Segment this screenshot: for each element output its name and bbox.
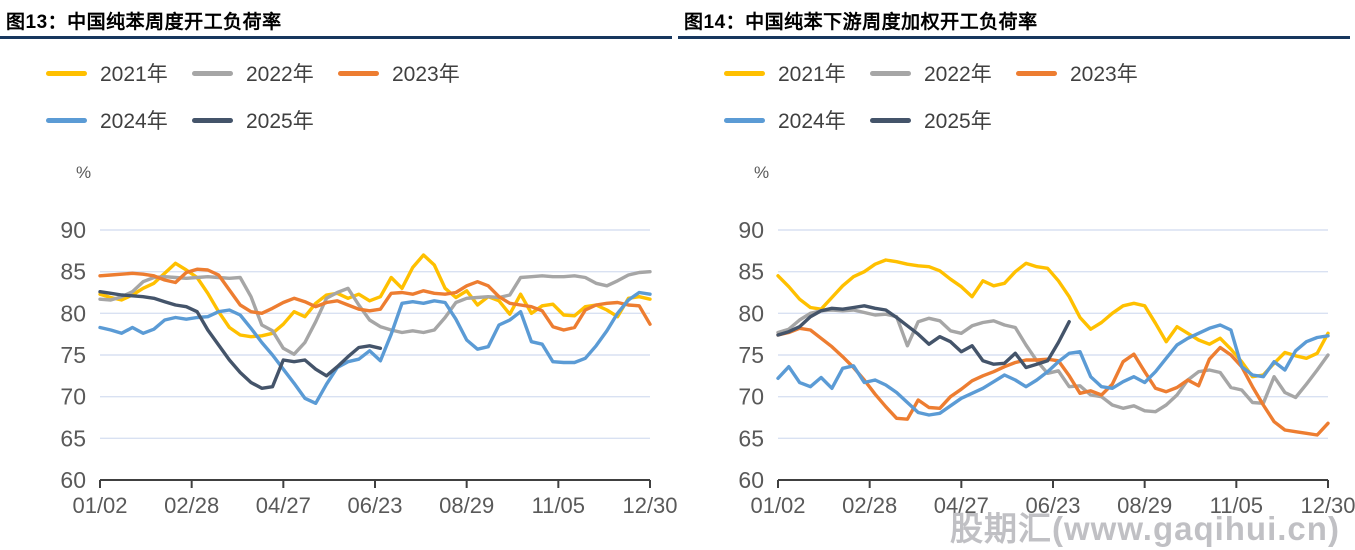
- y-tick-label-70: 70: [738, 384, 764, 410]
- legend-item-2023: 2023年: [338, 58, 484, 88]
- legend-item-2021: 2021年: [46, 58, 192, 88]
- series-line-2022: [776, 308, 1330, 414]
- y-tick-label-85: 85: [60, 259, 86, 285]
- legend-item-2022: 2022年: [192, 58, 338, 88]
- series-line-2021: [98, 253, 652, 339]
- x-tick-label-06/23: 06/23: [347, 493, 402, 518]
- legend-swatch: [46, 70, 87, 76]
- legend-label: 2022年: [924, 63, 992, 86]
- y-axis-unit-right: %: [754, 163, 770, 182]
- legend-label: 2021年: [778, 63, 846, 86]
- y-tick-label-80: 80: [738, 300, 764, 326]
- series-line-2025: [776, 304, 1071, 370]
- y-tick-label-80: 80: [60, 300, 86, 326]
- y-tick-label-65: 65: [738, 425, 764, 451]
- legend-label: 2025年: [246, 110, 314, 133]
- legend-swatch: [192, 70, 233, 76]
- legend-item-2022: 2022年: [870, 58, 1016, 88]
- x-tick-label-02/28: 02/28: [842, 493, 897, 518]
- x-tick-label-11/05: 11/05: [1210, 493, 1263, 518]
- legend-label: 2023年: [1070, 63, 1138, 86]
- legend-label: 2024年: [100, 110, 168, 133]
- legend-right: 2021年 2022年 2023年 2024年 2025年: [724, 58, 1204, 135]
- x-tick-label-11/05: 11/05: [532, 493, 585, 518]
- x-tick-label-06/23: 06/23: [1025, 493, 1080, 518]
- legend-swatch: [192, 117, 233, 123]
- x-tick-label-02/28: 02/28: [164, 493, 219, 518]
- x-tick-label-08/29: 08/29: [1117, 493, 1172, 518]
- series-line-2025: [98, 289, 383, 391]
- series-line-2023: [98, 267, 652, 332]
- y-axis-unit-left: %: [76, 163, 92, 182]
- y-tick-label-65: 65: [60, 425, 86, 451]
- legend-label: 2023年: [392, 63, 460, 86]
- legend-label: 2024年: [778, 110, 846, 133]
- legend-item-2025: 2025年: [192, 105, 338, 135]
- x-tick-label-04/27: 04/27: [256, 493, 311, 518]
- series-line-2022: [98, 269, 652, 356]
- x-tick-label-04/27: 04/27: [934, 493, 989, 518]
- y-tick-label-90: 90: [60, 217, 86, 243]
- x-tick-label-01/02: 01/02: [750, 493, 805, 518]
- series-line-2021: [776, 258, 1330, 379]
- x-tick-label-12/30: 12/30: [1300, 493, 1355, 518]
- legend-swatch: [46, 117, 87, 123]
- legend-item-2025: 2025年: [870, 105, 1016, 135]
- series-line-2024: [776, 323, 1330, 417]
- y-tick-label-75: 75: [738, 342, 764, 368]
- y-tick-label-60: 60: [60, 467, 86, 493]
- site-watermark: 股期汇(www.gaqihui.cn): [950, 510, 1340, 547]
- legend-label: 2025年: [924, 110, 992, 133]
- legend-swatch: [724, 117, 765, 123]
- legend-label: 2021年: [100, 63, 168, 86]
- legend-swatch: [870, 70, 911, 76]
- y-tick-label-70: 70: [60, 384, 86, 410]
- x-tick-label-08/29: 08/29: [439, 493, 494, 518]
- series-line-2023: [776, 326, 1330, 437]
- chart-title-left: 图13：中国纯苯周度开工负荷率: [0, 0, 672, 39]
- legend-swatch: [870, 117, 911, 123]
- legend-item-2024: 2024年: [724, 105, 870, 135]
- x-tick-label-12/30: 12/30: [622, 493, 677, 518]
- legend-swatch: [724, 70, 765, 76]
- chart-title-right: 图14：中国纯苯下游周度加权开工负荷率: [678, 0, 1350, 39]
- legend-swatch: [1016, 70, 1057, 76]
- legend-swatch: [338, 70, 379, 76]
- y-tick-label-75: 75: [60, 342, 86, 368]
- legend-item-2023: 2023年: [1016, 58, 1162, 88]
- y-tick-label-90: 90: [738, 217, 764, 243]
- chart-panel-benzene-operating-rate: 图13：中国纯苯周度开工负荷率 2021年 2022年 2023年 2024年 2025…: [0, 0, 677, 550]
- legend-item-2021: 2021年: [724, 58, 870, 88]
- series-line-2024: [98, 290, 652, 406]
- y-tick-label-60: 60: [738, 467, 764, 493]
- x-tick-label-01/02: 01/02: [72, 493, 127, 518]
- legend-item-2024: 2024年: [46, 105, 192, 135]
- legend-label: 2022年: [246, 63, 314, 86]
- legend-left: 2021年 2022年 2023年 2024年 2025年: [46, 58, 526, 135]
- y-tick-label-85: 85: [738, 259, 764, 285]
- chart-panel-downstream-weighted-rate: 图14：中国纯苯下游周度加权开工负荷率 2021年 2022年 2023年 2024年…: [678, 0, 1355, 550]
